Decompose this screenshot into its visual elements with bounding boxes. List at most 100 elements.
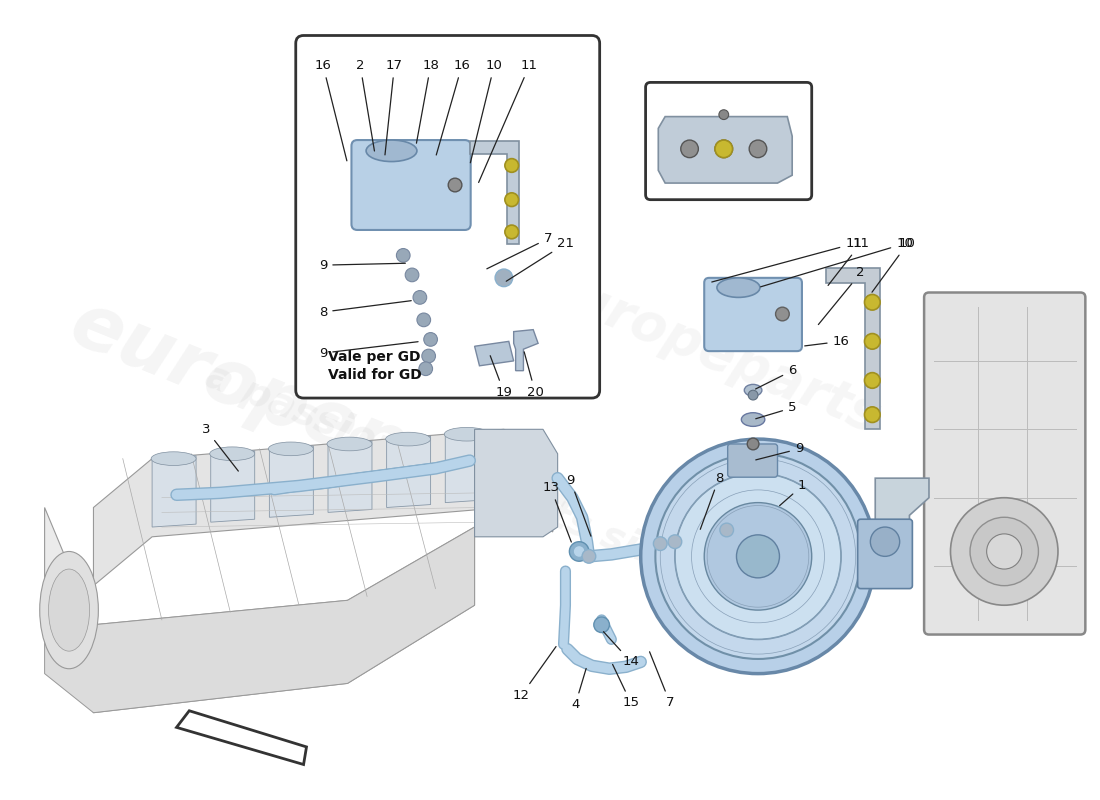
FancyBboxPatch shape bbox=[924, 293, 1086, 634]
Circle shape bbox=[656, 454, 860, 659]
Circle shape bbox=[594, 617, 609, 633]
Text: 16: 16 bbox=[315, 59, 346, 161]
Text: 5: 5 bbox=[756, 402, 796, 418]
Text: europeparts: europeparts bbox=[530, 258, 888, 444]
Text: Valid for GD: Valid for GD bbox=[328, 367, 421, 382]
Text: 21: 21 bbox=[506, 237, 574, 282]
Circle shape bbox=[505, 193, 518, 206]
Polygon shape bbox=[876, 478, 930, 576]
Circle shape bbox=[748, 390, 758, 400]
Text: 13: 13 bbox=[542, 482, 571, 542]
Ellipse shape bbox=[444, 427, 490, 441]
Text: 9: 9 bbox=[566, 474, 591, 536]
Text: 2: 2 bbox=[356, 59, 374, 151]
Polygon shape bbox=[470, 141, 518, 244]
Ellipse shape bbox=[210, 447, 255, 461]
Text: 15: 15 bbox=[613, 665, 639, 710]
FancyBboxPatch shape bbox=[728, 444, 778, 478]
Polygon shape bbox=[658, 117, 792, 183]
Text: 7: 7 bbox=[487, 232, 552, 269]
Text: 20: 20 bbox=[525, 352, 543, 398]
Ellipse shape bbox=[151, 452, 196, 466]
Text: 8: 8 bbox=[701, 472, 723, 530]
Circle shape bbox=[865, 407, 880, 422]
Text: 9: 9 bbox=[319, 258, 406, 272]
Text: 18: 18 bbox=[417, 59, 439, 143]
Ellipse shape bbox=[268, 442, 313, 456]
Circle shape bbox=[776, 307, 789, 321]
Text: 10: 10 bbox=[872, 237, 916, 292]
Text: 17: 17 bbox=[385, 59, 403, 155]
Circle shape bbox=[715, 140, 733, 158]
Text: 9: 9 bbox=[319, 342, 418, 359]
Polygon shape bbox=[328, 441, 372, 512]
Circle shape bbox=[570, 542, 589, 562]
Circle shape bbox=[424, 333, 438, 346]
FancyBboxPatch shape bbox=[646, 82, 812, 200]
Ellipse shape bbox=[366, 140, 417, 162]
Circle shape bbox=[747, 438, 759, 450]
FancyBboxPatch shape bbox=[352, 140, 471, 230]
Text: Vale per GD: Vale per GD bbox=[328, 350, 420, 364]
Circle shape bbox=[704, 502, 812, 610]
Circle shape bbox=[419, 362, 432, 375]
Circle shape bbox=[448, 178, 462, 192]
Ellipse shape bbox=[386, 432, 430, 446]
Text: 10: 10 bbox=[760, 237, 913, 287]
Text: 9: 9 bbox=[756, 442, 803, 460]
Circle shape bbox=[737, 535, 780, 578]
FancyBboxPatch shape bbox=[704, 278, 802, 351]
Polygon shape bbox=[211, 451, 255, 522]
Polygon shape bbox=[152, 456, 196, 527]
Text: europeparts: europeparts bbox=[59, 286, 578, 553]
Circle shape bbox=[405, 268, 419, 282]
Ellipse shape bbox=[40, 551, 98, 669]
Circle shape bbox=[870, 527, 900, 556]
Ellipse shape bbox=[717, 278, 760, 298]
Circle shape bbox=[582, 550, 596, 563]
Text: 10: 10 bbox=[471, 59, 503, 162]
Ellipse shape bbox=[48, 569, 89, 651]
Polygon shape bbox=[45, 507, 474, 713]
Circle shape bbox=[421, 349, 436, 363]
Circle shape bbox=[675, 474, 842, 639]
Text: 7: 7 bbox=[650, 652, 674, 710]
Circle shape bbox=[412, 290, 427, 304]
Text: 16: 16 bbox=[805, 335, 849, 348]
Ellipse shape bbox=[745, 384, 762, 396]
Text: 1: 1 bbox=[780, 479, 806, 506]
Circle shape bbox=[640, 439, 876, 674]
Text: 3: 3 bbox=[201, 423, 239, 471]
FancyBboxPatch shape bbox=[296, 35, 600, 398]
Text: 6: 6 bbox=[756, 364, 796, 389]
Text: 11: 11 bbox=[478, 59, 538, 182]
Text: 4: 4 bbox=[571, 669, 586, 711]
Circle shape bbox=[715, 140, 733, 158]
Circle shape bbox=[505, 158, 518, 172]
Polygon shape bbox=[474, 430, 558, 537]
Circle shape bbox=[719, 523, 734, 537]
Text: 8: 8 bbox=[319, 301, 411, 318]
Circle shape bbox=[719, 110, 728, 119]
Circle shape bbox=[865, 334, 880, 349]
Text: 16: 16 bbox=[437, 59, 471, 155]
Circle shape bbox=[681, 140, 698, 158]
Text: 14: 14 bbox=[604, 632, 639, 668]
Polygon shape bbox=[94, 430, 553, 586]
Circle shape bbox=[668, 535, 682, 549]
Polygon shape bbox=[446, 431, 490, 502]
Text: 11: 11 bbox=[712, 237, 862, 282]
Circle shape bbox=[505, 225, 518, 238]
Circle shape bbox=[653, 537, 667, 550]
Circle shape bbox=[987, 534, 1022, 569]
Text: a passion for parts since 1963: a passion for parts since 1963 bbox=[200, 356, 827, 639]
Text: 11: 11 bbox=[828, 237, 869, 286]
Polygon shape bbox=[176, 710, 307, 765]
Polygon shape bbox=[514, 330, 538, 370]
Circle shape bbox=[950, 498, 1058, 606]
Circle shape bbox=[396, 249, 410, 262]
Circle shape bbox=[865, 373, 880, 388]
Circle shape bbox=[865, 294, 880, 310]
Text: 12: 12 bbox=[513, 646, 556, 702]
Text: 2: 2 bbox=[818, 266, 865, 325]
